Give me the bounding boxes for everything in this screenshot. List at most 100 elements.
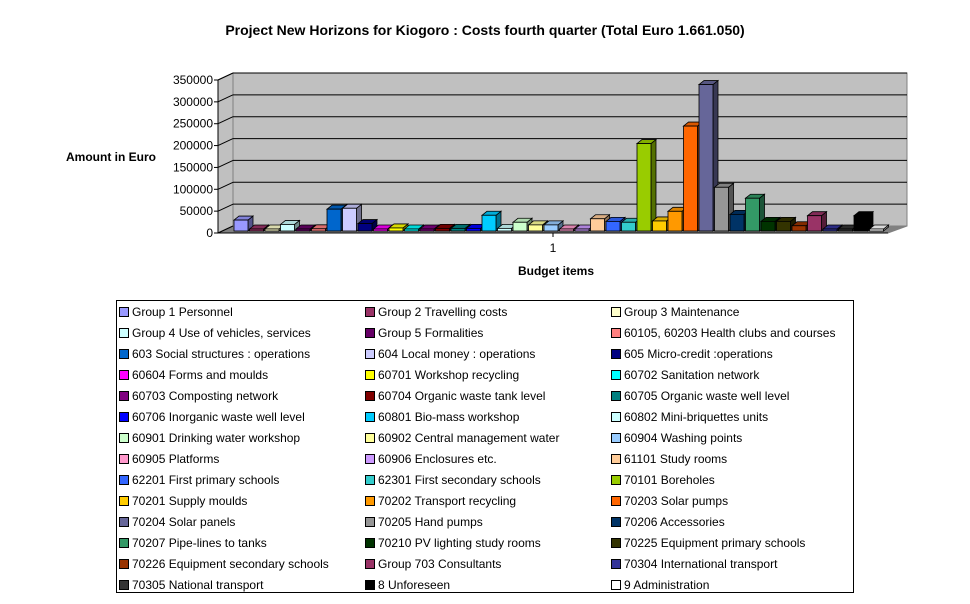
plot-area: 0 50000 100000 150000 200000 250000 300000 3500…	[173, 72, 908, 255]
legend-item: 70202 Transport recycling	[365, 494, 516, 508]
legend-swatch	[365, 475, 375, 485]
bar	[574, 228, 590, 232]
legend-swatch	[611, 370, 621, 380]
y-axis-label: Amount in Euro	[66, 150, 156, 164]
legend-label: Group 5 Formalities	[378, 326, 484, 340]
bar	[497, 227, 512, 232]
legend-label: 60904 Washing points	[624, 431, 743, 445]
legend-swatch	[611, 580, 621, 590]
legend-item: Group 1 Personnel	[119, 305, 233, 319]
bar	[466, 227, 481, 232]
bar	[543, 224, 559, 232]
legend-item: 9 Administration	[611, 578, 709, 592]
bar	[280, 224, 295, 232]
bar	[776, 220, 791, 232]
legend-item: Group 3 Maintenance	[611, 305, 739, 319]
legend-item: 70206 Accessories	[611, 515, 725, 529]
legend-label: 70305 National transport	[132, 578, 264, 592]
legend-item: 70207 Pipe-lines to tanks	[119, 536, 267, 550]
bar	[264, 228, 280, 232]
legend-swatch	[119, 433, 129, 443]
legend-swatch	[365, 328, 375, 338]
bar	[295, 228, 311, 232]
legend-item: 8 Unforeseen	[365, 578, 450, 592]
bar	[822, 228, 838, 232]
legend-swatch	[365, 412, 375, 422]
legend-label: 605 Micro-credit :operations	[624, 347, 773, 361]
legend-label: 604 Local money : operations	[378, 347, 536, 361]
legend-item: 70305 National transport	[119, 578, 263, 592]
legend-swatch	[611, 412, 621, 422]
legend-label: 62301 First secondary schools	[378, 473, 541, 487]
bar	[450, 227, 466, 232]
legend-label: 70206 Accessories	[624, 515, 725, 529]
legend-item: 60802 Mini-briquettes units	[611, 410, 768, 424]
y-tick-label: 350000	[173, 73, 213, 87]
legend-swatch	[365, 349, 375, 359]
legend-label: 70202 Transport recycling	[378, 494, 517, 508]
bar	[605, 220, 621, 232]
legend-swatch	[365, 538, 375, 548]
legend-swatch	[119, 391, 129, 401]
legend-item: 70205 Hand pumps	[365, 515, 483, 529]
bar	[760, 220, 776, 232]
legend-label: Group 703 Consultants	[378, 557, 502, 571]
y-tick-label: 50000	[180, 204, 214, 218]
legend-label: 70205 Hand pumps	[378, 515, 483, 529]
legend: Group 1 Personnel Group 2 Travelling cost…	[116, 300, 854, 593]
legend-swatch	[611, 475, 621, 485]
legend-label: 70101 Boreholes	[624, 473, 715, 487]
legend-item: 62301 First secondary schools	[365, 473, 541, 487]
legend-swatch	[119, 370, 129, 380]
legend-swatch	[119, 454, 129, 464]
bar	[357, 223, 373, 232]
legend-item: Group 4 Use of vehicles, services	[119, 326, 311, 340]
bar	[435, 227, 450, 232]
legend-item: 60902 Central management water	[365, 431, 559, 445]
legend-item: 604 Local money : operations	[365, 347, 535, 361]
legend-label: 60703 Composting network	[132, 389, 279, 403]
gridline-diagonal	[217, 138, 234, 147]
bar	[853, 215, 869, 232]
legend-swatch	[611, 517, 621, 527]
legend-item: 70304 International transport	[611, 557, 777, 571]
bar	[729, 213, 745, 232]
bar	[326, 208, 342, 232]
legend-item: 60801 Bio-mass workshop	[365, 410, 519, 424]
bar	[683, 125, 698, 232]
legend-item: 60705 Organic waste well level	[611, 389, 789, 403]
legend-label: 62201 First primary schools	[132, 473, 280, 487]
y-tick-label: 250000	[173, 117, 213, 131]
legend-label: 70203 Solar pumps	[624, 494, 729, 508]
back-wall	[232, 72, 908, 227]
legend-swatch	[119, 580, 129, 590]
gridline-diagonal	[217, 159, 234, 168]
legend-item: 70225 Equipment primary schools	[611, 536, 805, 550]
legend-item: 61101 Study rooms	[611, 452, 727, 466]
legend-label: 60702 Sanitation network	[624, 368, 760, 382]
legend-swatch	[365, 307, 375, 317]
legend-swatch	[119, 328, 129, 338]
legend-item: 60703 Composting network	[119, 389, 278, 403]
legend-swatch	[365, 559, 375, 569]
legend-label: 70201 Supply moulds	[132, 494, 248, 508]
legend-label: 60706 Inorganic waste well level	[132, 410, 305, 424]
gridline-diagonal	[217, 203, 234, 212]
legend-item: Group 2 Travelling costs	[365, 305, 507, 319]
legend-label: 60105, 60203 Health clubs and courses	[624, 326, 836, 340]
bar	[419, 228, 435, 232]
bar	[481, 214, 497, 232]
legend-item: 60702 Sanitation network	[611, 368, 759, 382]
bar	[559, 228, 574, 232]
legend-swatch	[611, 433, 621, 443]
bar	[528, 224, 543, 232]
legend-label: Group 4 Use of vehicles, services	[132, 326, 311, 340]
legend-item: 60906 Enclosures etc.	[365, 452, 497, 466]
gridline-diagonal	[217, 116, 234, 125]
bar	[698, 84, 714, 232]
bar	[714, 186, 729, 232]
legend-swatch	[365, 370, 375, 380]
bar	[636, 143, 652, 232]
x-axis-label: Budget items	[517, 264, 594, 278]
legend-label: 60902 Central management water	[378, 431, 560, 445]
